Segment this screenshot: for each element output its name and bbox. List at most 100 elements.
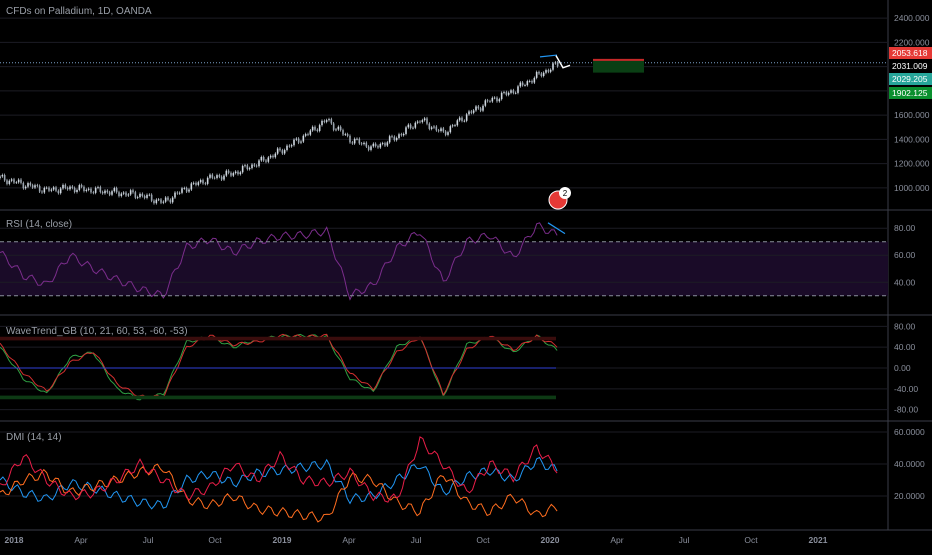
candle xyxy=(367,146,370,150)
indicator-tick-label: 20.0000 xyxy=(894,491,925,501)
candle xyxy=(213,177,216,179)
time-axis-label: 2019 xyxy=(273,535,292,545)
price-tick-label: 1000.000 xyxy=(894,183,930,193)
candle xyxy=(246,165,249,170)
indicator-series-line xyxy=(0,222,558,301)
time-axis-label: Oct xyxy=(476,535,490,545)
price-tick-label: 1600.000 xyxy=(894,110,930,120)
candle xyxy=(451,125,454,127)
candle xyxy=(304,134,307,136)
candle xyxy=(290,145,293,147)
candle xyxy=(108,192,111,195)
candle xyxy=(286,145,288,151)
dmi-title: DMI (14, 14) xyxy=(6,432,62,443)
candle xyxy=(309,130,312,135)
candle xyxy=(71,186,74,188)
candle xyxy=(185,188,188,192)
candle xyxy=(426,118,428,124)
candle xyxy=(111,191,113,195)
candle xyxy=(386,142,389,146)
candle xyxy=(339,126,342,131)
candle xyxy=(10,179,13,181)
candle xyxy=(456,120,459,126)
candle xyxy=(118,192,120,197)
candle xyxy=(512,90,515,93)
candle xyxy=(251,164,253,169)
candle xyxy=(552,63,554,70)
indicator-tick-label: -80.00 xyxy=(894,405,918,415)
candle xyxy=(332,123,335,130)
candle xyxy=(421,120,424,123)
candle xyxy=(307,134,309,135)
price-tick-label: 2400.000 xyxy=(894,13,930,23)
indicator-tick-label: 80.00 xyxy=(894,321,916,331)
candle xyxy=(192,182,195,184)
price-badge xyxy=(889,47,932,59)
candle xyxy=(549,69,552,72)
candle xyxy=(388,136,391,143)
candle xyxy=(412,127,414,129)
candle xyxy=(514,92,517,94)
candle xyxy=(36,185,39,187)
candle xyxy=(31,185,34,188)
candle xyxy=(337,126,340,130)
candle xyxy=(64,184,67,188)
rsi-title: RSI (14, close) xyxy=(6,219,73,230)
candle xyxy=(244,165,246,167)
candle xyxy=(50,189,53,191)
time-axis-label: Apr xyxy=(342,535,355,545)
price-badge-label: 2031.009 xyxy=(892,61,928,71)
candle xyxy=(463,120,466,122)
candle xyxy=(517,86,519,93)
candle xyxy=(167,197,169,200)
candle xyxy=(216,175,218,179)
candle xyxy=(92,192,95,194)
candle xyxy=(87,188,90,190)
candle xyxy=(153,200,155,204)
candle xyxy=(227,170,230,173)
candle xyxy=(505,92,508,95)
candle xyxy=(48,187,50,191)
candle xyxy=(0,176,1,179)
candle xyxy=(15,182,18,184)
candle xyxy=(73,187,76,193)
candle xyxy=(230,172,232,176)
indicator-series-line xyxy=(0,436,558,503)
candle xyxy=(384,143,386,146)
candle xyxy=(318,125,321,131)
candle xyxy=(6,180,8,184)
candle xyxy=(248,168,251,170)
candle xyxy=(97,187,99,188)
candle xyxy=(479,108,482,111)
candle xyxy=(419,121,421,123)
candle xyxy=(398,134,400,138)
candle xyxy=(220,176,223,180)
candle xyxy=(78,185,81,190)
candle xyxy=(85,189,88,191)
candle xyxy=(449,126,452,133)
candle xyxy=(531,81,533,83)
time-axis-label: Oct xyxy=(744,535,758,545)
candle xyxy=(377,146,379,148)
candle xyxy=(437,130,440,132)
candle xyxy=(99,187,102,193)
candle xyxy=(234,171,237,174)
time-axis-label: 2018 xyxy=(5,535,24,545)
candle xyxy=(470,111,473,113)
candle xyxy=(526,81,529,86)
candle xyxy=(150,194,153,201)
candle xyxy=(237,171,239,175)
candle xyxy=(197,182,200,185)
candle xyxy=(358,138,361,144)
candle xyxy=(510,90,512,93)
price-badge xyxy=(889,73,932,85)
candle xyxy=(57,190,60,194)
candle xyxy=(174,192,176,198)
price-tick-label: 2200.000 xyxy=(894,37,930,47)
indicator-tick-label: 80.00 xyxy=(894,223,916,233)
price-badge xyxy=(889,87,932,99)
indicator-tick-label: 40.0000 xyxy=(894,459,925,469)
candle xyxy=(407,124,410,128)
candle xyxy=(139,193,141,198)
